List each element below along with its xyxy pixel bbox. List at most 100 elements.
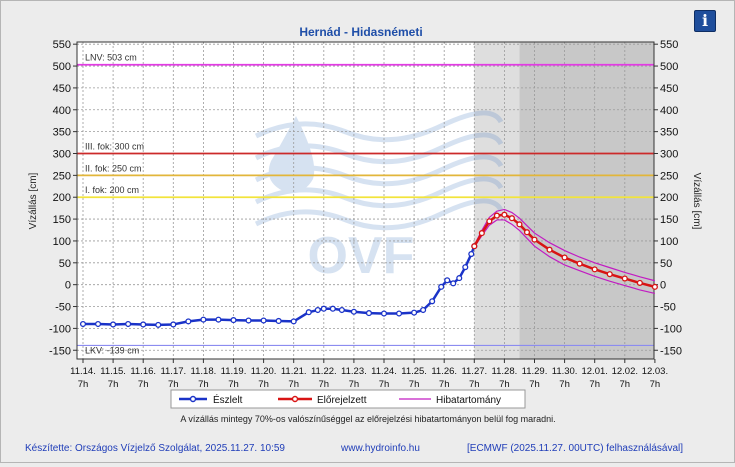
x-tick-label-date: 12.03.	[642, 366, 668, 377]
series-forecast-point	[606, 271, 613, 278]
y-tick-label-right: 500	[660, 61, 678, 73]
series-observed-point	[110, 321, 117, 328]
series-forecast-point	[501, 211, 508, 218]
forecast-shade-1	[519, 42, 654, 359]
reference-label-3: I. fok: 200 cm	[85, 185, 139, 195]
series-observed-point	[200, 316, 207, 323]
x-tick-label-date: 11.17.	[160, 366, 186, 377]
y-axis-label-left: Vízállás [cm]	[28, 172, 39, 229]
y-tick-label-left: 200	[53, 192, 71, 204]
footer-source: [ECMWF (2025.11.27. 00UTC) felhasználásá…	[467, 443, 683, 454]
series-observed-point	[450, 280, 457, 287]
series-observed-point	[125, 320, 132, 328]
y-tick-label-left: -100	[49, 323, 71, 335]
y-tick-label-right: 300	[660, 148, 678, 160]
y-tick-label-left: 550	[53, 39, 71, 51]
series-observed-line	[83, 245, 476, 327]
series-forecast-point	[561, 254, 568, 261]
y-tick-label-left: 350	[53, 127, 71, 139]
x-tick-label-date: 11.18.	[191, 366, 217, 377]
y-tick-label-right: 100	[660, 236, 678, 248]
series-observed-point	[140, 321, 147, 328]
y-tick-label-left: 300	[53, 148, 71, 160]
series-observed-point	[155, 321, 162, 328]
series-observed-point	[185, 318, 192, 325]
x-tick-label-hour: 7h	[349, 379, 360, 390]
x-tick-label-hour: 7h	[108, 379, 119, 390]
series-forecast-point	[493, 212, 500, 219]
series-observed-point	[429, 298, 436, 305]
y-tick-label-left: 250	[53, 170, 71, 182]
series-observed-point	[305, 309, 312, 316]
series-forecast-point	[591, 266, 598, 273]
x-tick-label-date: 11.25.	[401, 366, 427, 377]
series-observed-point	[380, 310, 388, 317]
y-tick-label-left: 50	[59, 258, 71, 270]
footer-url[interactable]: www.hydroinfo.hu	[340, 443, 420, 454]
x-tick-label-date: 11.22.	[311, 366, 337, 377]
x-tick-label-date: 11.30.	[552, 366, 578, 377]
series-forecast-point	[516, 221, 523, 228]
x-tick-label-hour: 7h	[258, 379, 269, 390]
y-tick-label-right: 200	[660, 192, 678, 204]
series-observed-point	[95, 320, 102, 328]
series-observed-point	[230, 317, 237, 324]
series-observed-point	[260, 317, 267, 324]
series-observed-point	[444, 277, 451, 284]
y-tick-label-right: 50	[660, 258, 672, 270]
y-tick-label-left: 0	[65, 280, 71, 292]
reference-label-4: LKV: -139 cm	[85, 345, 139, 355]
x-tick-label-date: 11.20.	[251, 366, 277, 377]
legend-label-error-band: Hibatartomány	[436, 395, 501, 406]
y-tick-label-right: 400	[660, 105, 678, 117]
x-tick-label-hour: 7h	[589, 379, 600, 390]
series-forecast-point	[621, 275, 628, 282]
x-tick-label-date: 11.16.	[130, 366, 156, 377]
legend: Észlelt Előrejelzett Hibatartomány	[170, 389, 526, 409]
x-tick-label-hour: 7h	[469, 379, 480, 390]
series-error-band-upper	[473, 208, 656, 282]
x-tick-label-date: 11.15.	[100, 366, 126, 377]
series-observed-point	[462, 264, 469, 271]
x-tick-label-date: 11.19.	[221, 366, 247, 377]
y-tick-label-right: -100	[660, 323, 682, 335]
x-tick-label-date: 11.29.	[522, 366, 548, 377]
x-tick-label-hour: 7h	[198, 379, 209, 390]
chart-title: Hernád - Hidasnémeti	[299, 25, 422, 39]
footer-credit: Készítette: Országos Vízjelző Szolgálat,…	[25, 443, 285, 454]
series-forecast-point	[651, 283, 658, 290]
y-tick-label-left: 450	[53, 83, 71, 95]
plot-border	[76, 41, 655, 360]
x-tick-label-hour: 7h	[138, 379, 149, 390]
x-tick-label-hour: 7h	[168, 379, 179, 390]
series-observed-point	[468, 251, 475, 258]
series-observed-point	[245, 317, 252, 324]
series-observed-point	[438, 283, 445, 290]
x-tick-label-hour: 7h	[620, 379, 631, 390]
watermark-text: OVF	[308, 227, 415, 285]
probability-note: A vízállás mintegy 70%-os valószínűségge…	[180, 414, 555, 424]
reference-label-1: III. fok: 300 cm	[85, 141, 144, 151]
legend-label-observed: Észlelt	[213, 393, 243, 406]
series-forecast-point	[478, 230, 485, 237]
series-observed-point	[275, 317, 282, 325]
x-tick-label-date: 11.24.	[371, 366, 397, 377]
y-tick-label-left: 500	[53, 61, 71, 73]
x-tick-label-date: 11.23.	[341, 366, 367, 377]
legend-label-forecast: Előrejelzett	[317, 395, 367, 406]
x-tick-label-hour: 7h	[228, 379, 239, 390]
x-tick-label-hour: 7h	[499, 379, 510, 390]
y-tick-label-left: 150	[53, 214, 71, 226]
y-axis-label-right: Vízállás [cm]	[691, 173, 702, 230]
watermark-wave	[254, 154, 504, 187]
x-tick-label-hour: 7h	[559, 379, 570, 390]
info-icon[interactable]: i	[694, 10, 716, 32]
y-tick-label-left: 400	[53, 105, 71, 117]
x-tick-label-date: 11.27.	[461, 366, 487, 377]
x-tick-label-date: 11.28.	[492, 366, 518, 377]
series-forecast-point	[531, 236, 538, 243]
series-observed-point	[456, 275, 463, 282]
series-forecast-point	[546, 246, 553, 253]
watermark-wave	[254, 198, 504, 231]
